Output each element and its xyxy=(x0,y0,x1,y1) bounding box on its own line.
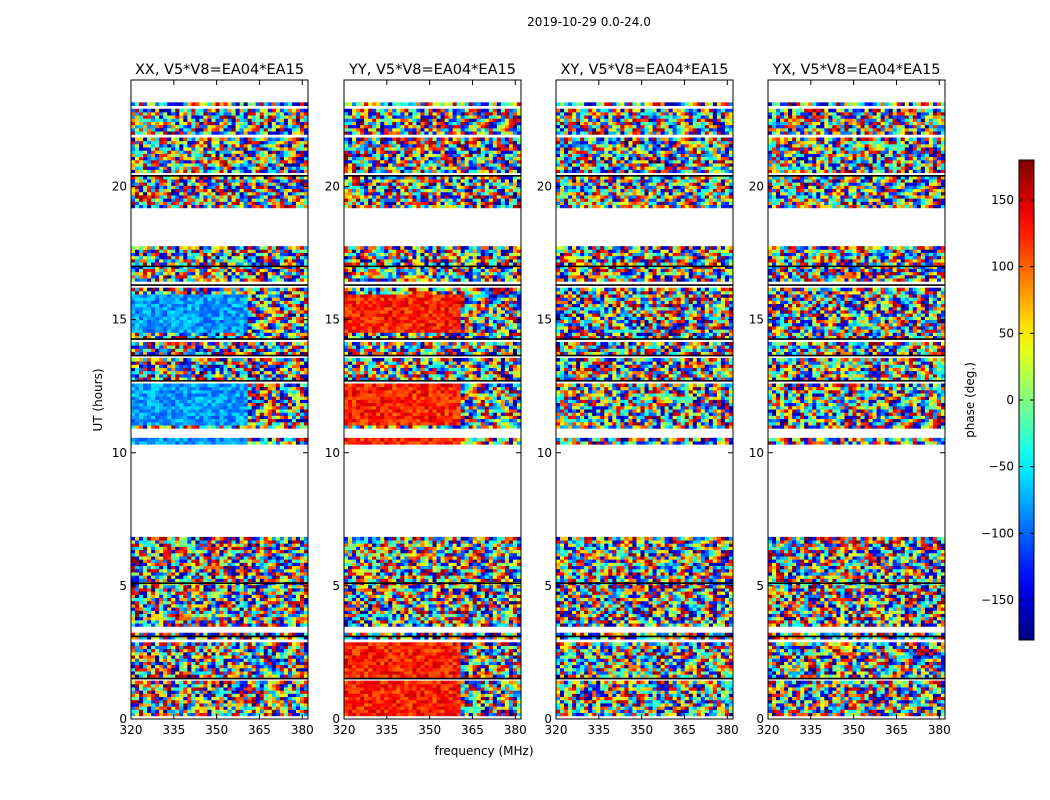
x-tick-label: 365 xyxy=(673,723,696,737)
y-tick-label: 0 xyxy=(544,712,552,726)
panel-4-title: YX, V5*V8=EA04*EA15 xyxy=(771,62,940,78)
y-axis-label: UT (hours) xyxy=(91,368,105,431)
panel-3-title: XY, V5*V8=EA04*EA15 xyxy=(560,62,728,78)
colorbar-label: phase (deg.) xyxy=(963,362,977,438)
x-axis-label: frequency (MHz) xyxy=(434,744,533,758)
colorbar-tick-label: −100 xyxy=(981,526,1014,540)
colorbar-tick-label: 0 xyxy=(1006,393,1014,407)
panel-1-title: XX, V5*V8=EA04*EA15 xyxy=(135,62,304,78)
panels: XX, V5*V8=EA04*EA15 320 335 350 365 380 0 5 10 15… xyxy=(112,62,951,737)
y-tick-label: 10 xyxy=(112,446,127,460)
panel-2-heatmap xyxy=(344,102,521,717)
colorbar-tick-label: −50 xyxy=(989,460,1014,474)
panel-3-frame xyxy=(555,79,734,720)
y-tick-label: 0 xyxy=(756,712,764,726)
y-tick-label: 5 xyxy=(544,579,552,593)
y-tick-label: 15 xyxy=(537,313,552,327)
panel-2-title: YY, V5*V8=EA04*EA15 xyxy=(348,62,516,78)
colorbar-tick-label: 50 xyxy=(999,326,1014,340)
x-tick-label: 350 xyxy=(630,723,653,737)
x-tick-label: 335 xyxy=(375,723,398,737)
x-tick-label: 380 xyxy=(928,723,951,737)
panel-3: XY, V5*V8=EA04*EA15 320 335 350 365 380 0 5 10 15… xyxy=(537,62,739,737)
y-tick-label: 0 xyxy=(119,712,127,726)
x-tick-label: 335 xyxy=(587,723,610,737)
panel-2-frame xyxy=(343,79,522,720)
x-tick-label: 350 xyxy=(842,723,865,737)
figure-suptitle: 2019-10-29 0.0-24.0 xyxy=(527,15,651,29)
x-tick-label: 365 xyxy=(248,723,271,737)
x-tick-label: 320 xyxy=(120,723,143,737)
x-tick-label: 350 xyxy=(205,723,228,737)
y-tick-label: 20 xyxy=(537,180,552,194)
panel-4-heatmap xyxy=(768,102,945,717)
panel-1-heatmap xyxy=(131,102,308,717)
y-tick-label: 15 xyxy=(749,313,764,327)
y-tick-label: 15 xyxy=(325,313,340,327)
y-tick-label: 20 xyxy=(325,180,340,194)
colorbar-tick-label: 100 xyxy=(991,260,1014,274)
colorbar-tick-label: −150 xyxy=(981,593,1014,607)
y-tick-label: 5 xyxy=(119,579,127,593)
y-tick-label: 20 xyxy=(749,180,764,194)
x-tick-label: 320 xyxy=(333,723,356,737)
y-tick-label: 5 xyxy=(756,579,764,593)
panel-4: YX, V5*V8=EA04*EA15 320 335 350 365 380 0 5 10 15… xyxy=(749,62,951,737)
panel-2: YY, V5*V8=EA04*EA15 320 335 350 365 380 0 5 10 15… xyxy=(325,62,527,737)
x-tick-label: 380 xyxy=(291,723,314,737)
panel-1: XX, V5*V8=EA04*EA15 320 335 350 365 380 0 5 10 15… xyxy=(112,62,314,737)
panel-4-frame xyxy=(767,79,946,720)
x-tick-label: 380 xyxy=(504,723,527,737)
x-tick-label: 320 xyxy=(545,723,568,737)
x-tick-label: 365 xyxy=(885,723,908,737)
y-tick-label: 15 xyxy=(112,313,127,327)
colorbar-tick-label: 150 xyxy=(991,193,1014,207)
panel-3-heatmap xyxy=(556,102,733,717)
colorbar-gradient xyxy=(1019,160,1034,640)
colorbar: −150 −100 −50 0 50 100 150 phase (deg.) xyxy=(963,159,1035,641)
x-tick-label: 365 xyxy=(461,723,484,737)
x-tick-label: 380 xyxy=(716,723,739,737)
x-tick-label: 350 xyxy=(418,723,441,737)
y-tick-label: 20 xyxy=(112,180,127,194)
panel-1-frame xyxy=(130,79,309,720)
y-tick-label: 0 xyxy=(332,712,340,726)
x-tick-label: 320 xyxy=(757,723,780,737)
y-tick-label: 10 xyxy=(325,446,340,460)
x-tick-label: 335 xyxy=(162,723,185,737)
y-tick-label: 10 xyxy=(537,446,552,460)
y-tick-label: 5 xyxy=(332,579,340,593)
y-tick-label: 10 xyxy=(749,446,764,460)
x-tick-label: 335 xyxy=(799,723,822,737)
